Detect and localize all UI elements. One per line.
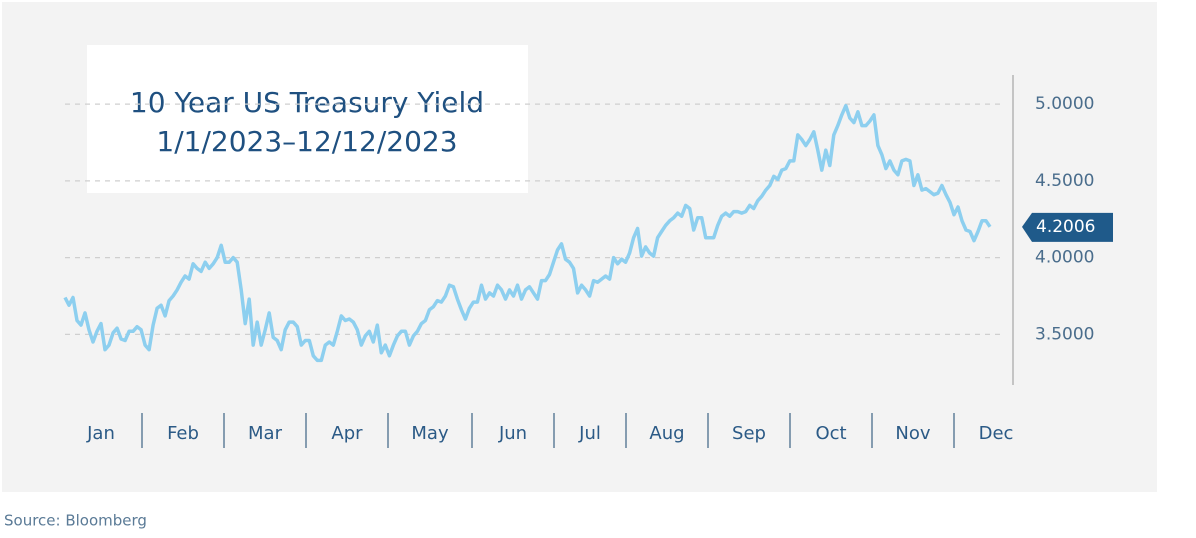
x-tick-label: Feb	[167, 423, 199, 444]
x-tick-label: Apr	[331, 423, 363, 444]
x-tick-label: Aug	[649, 423, 684, 444]
x-tick-label: Nov	[895, 423, 930, 444]
x-tick-label: Jan	[86, 423, 115, 444]
last-value-label: 4.2006	[1036, 217, 1095, 237]
y-tick-label: 5.0000	[1035, 94, 1094, 114]
x-tick-label: Jun	[498, 423, 527, 444]
last-value-badge	[1022, 212, 1113, 242]
y-tick-label: 4.5000	[1035, 171, 1094, 191]
yield-line	[63, 103, 992, 363]
x-tick-label: Oct	[815, 423, 846, 444]
y-tick-label: 3.5000	[1035, 324, 1094, 344]
x-tick-label: Sep	[732, 423, 766, 444]
chart-title: 10 Year US Treasury Yield	[130, 86, 484, 119]
x-tick-label: May	[411, 423, 449, 444]
title-box	[87, 45, 528, 193]
x-tick-label: Dec	[979, 423, 1014, 444]
chart-subtitle: 1/1/2023–12/12/2023	[156, 125, 457, 158]
y-tick-label: 4.0000	[1035, 248, 1094, 268]
source-note: Source: Bloomberg	[4, 512, 147, 530]
x-tick-label: Mar	[248, 423, 283, 444]
x-tick-label: Jul	[578, 423, 601, 444]
